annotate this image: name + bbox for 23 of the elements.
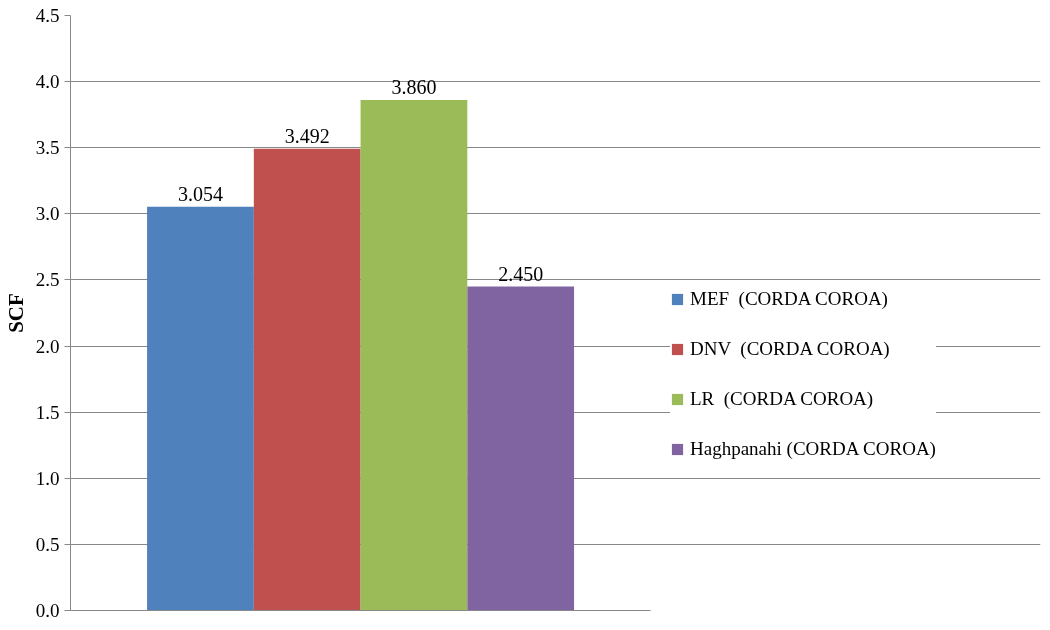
data-label: 3.860 — [391, 76, 437, 99]
bar — [253, 148, 361, 611]
y-tick-label: 2.0 — [35, 335, 60, 357]
legend-label: Haghpanahi (CORDA COROA) — [690, 438, 936, 460]
y-tick-label: 1.5 — [35, 401, 60, 423]
y-tick-label: 4.5 — [35, 5, 60, 26]
y-tick-label: 2.5 — [35, 269, 60, 291]
bar — [147, 206, 254, 611]
y-tick-label: 0.5 — [35, 533, 60, 555]
data-label: 3.054 — [177, 182, 223, 205]
bar — [360, 100, 468, 611]
y-tick-label: 3.5 — [35, 137, 60, 159]
data-label: 2.450 — [498, 262, 544, 285]
legend-label: MEF (CORDA COROA) — [690, 288, 888, 310]
legend-label: DNV (CORDA COROA) — [690, 338, 890, 360]
legend-label: LR (CORDA COROA) — [690, 388, 874, 410]
y-tick-label: 4.0 — [35, 71, 60, 93]
y-tick-label: 3.0 — [35, 203, 60, 225]
y-tick-label: 0.0 — [35, 600, 60, 621]
data-label: 3.492 — [284, 124, 330, 147]
y-axis-title: SCF — [3, 293, 28, 333]
bar — [467, 286, 575, 611]
y-tick-label: 1.0 — [35, 467, 60, 489]
